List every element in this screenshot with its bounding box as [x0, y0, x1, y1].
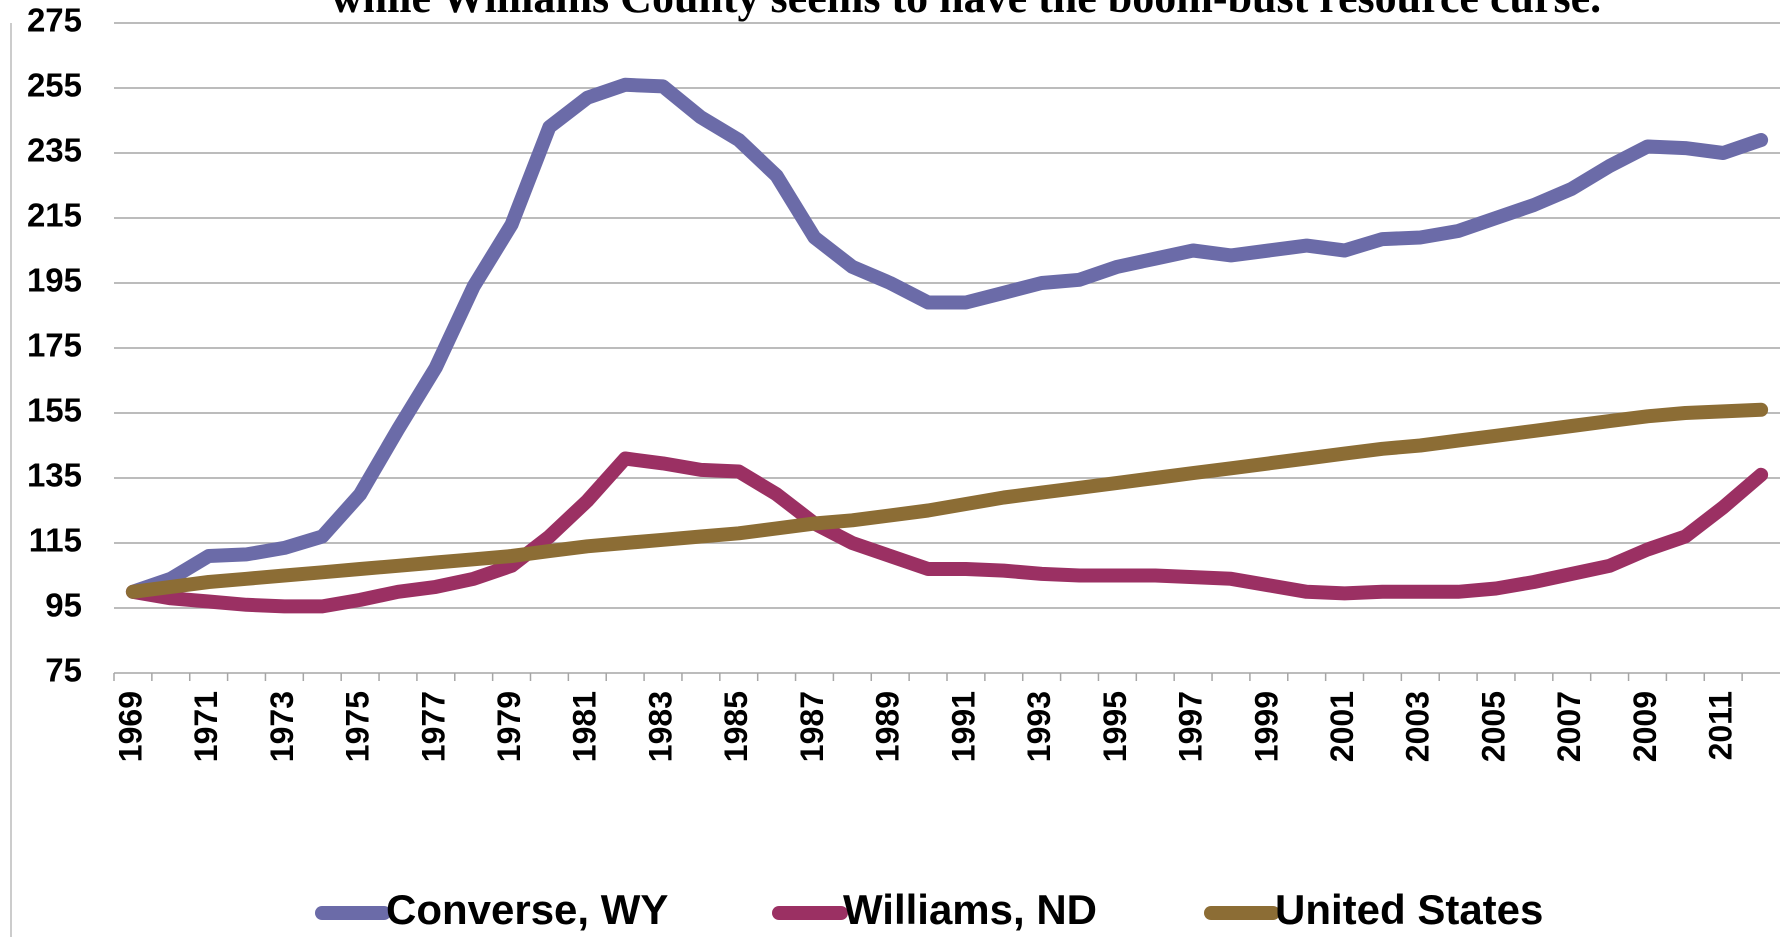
x-tick-label: 1975: [340, 691, 376, 762]
line: [125, 402, 1769, 599]
x-tick-label: 1985: [718, 691, 754, 762]
y-tick-label: 135: [27, 457, 82, 494]
x-tick-label: 1981: [567, 691, 603, 762]
x-tick-label: 1973: [264, 691, 300, 762]
line: [125, 451, 1769, 614]
legend-label: United States: [1275, 886, 1543, 933]
y-tick-label: 215: [27, 197, 82, 234]
x-tick-label: 1993: [1021, 691, 1057, 762]
x-tick-label: 1987: [794, 691, 830, 762]
y-tick-label: 115: [29, 522, 82, 559]
x-tick-label: 1997: [1173, 691, 1209, 762]
x-tick-label: 1989: [870, 691, 906, 762]
x-tick-label: 1991: [945, 691, 981, 762]
y-tick-label: 75: [45, 652, 82, 689]
x-tick-label: 1979: [491, 691, 527, 762]
x-tick-label: 1995: [1097, 691, 1133, 762]
y-tick-label: 195: [27, 262, 82, 299]
y-tick-label: 235: [27, 132, 82, 169]
chart-title: while Williams County seems to have the …: [331, 0, 1601, 22]
x-tick-label: 1969: [112, 691, 148, 762]
y-tick-label: 255: [27, 67, 82, 104]
line: [125, 77, 1769, 599]
x-tick-label: 1999: [1248, 691, 1284, 762]
x-tick-label: 1977: [415, 691, 451, 762]
x-tick-label: 2007: [1551, 691, 1587, 762]
y-tick-label: 155: [27, 392, 82, 429]
y-tick-label: 95: [45, 587, 82, 624]
x-tick-label: 2011: [1703, 691, 1739, 760]
x-tick-label: 1971: [188, 691, 224, 762]
x-tick-label: 2003: [1400, 691, 1436, 762]
x-tick-label: 2005: [1475, 691, 1511, 762]
y-tick-label: 175: [27, 327, 82, 364]
y-tick-label: 275: [27, 2, 82, 39]
legend-label: Converse, WY: [386, 886, 668, 933]
x-tick-label: 2001: [1324, 691, 1360, 762]
x-tick-label: 1983: [642, 691, 678, 762]
x-tick-label: 2009: [1627, 691, 1663, 762]
legend-label: Williams, ND: [843, 886, 1097, 933]
